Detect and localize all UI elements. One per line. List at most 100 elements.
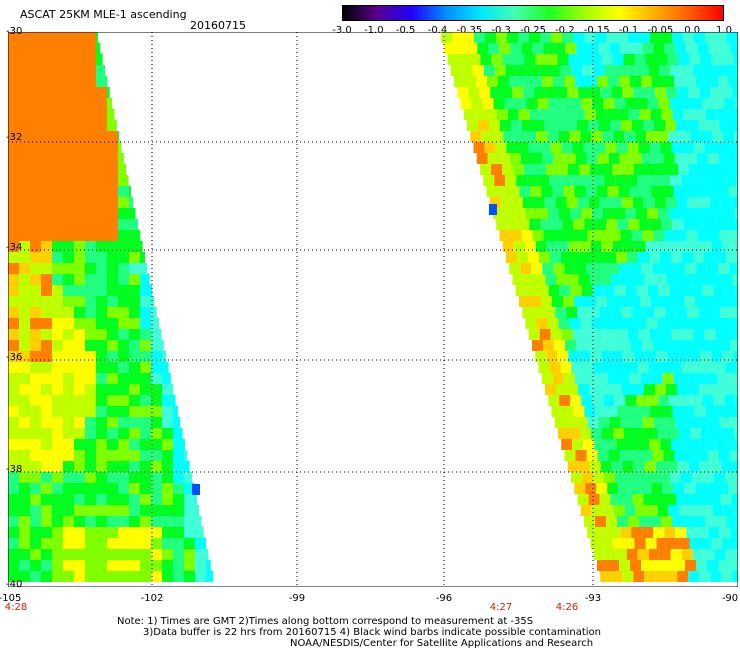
swath-cell	[85, 76, 96, 87]
swath-cell	[503, 131, 515, 142]
swath-cell	[41, 395, 52, 406]
swath-cell	[526, 285, 538, 296]
swath-cell	[74, 285, 85, 296]
swath-cell	[607, 483, 619, 494]
swath-cell	[538, 65, 550, 76]
swath-cell	[52, 252, 63, 263]
swath-cell	[732, 384, 738, 395]
swath-cell	[96, 219, 107, 230]
swath-cell	[604, 65, 616, 76]
swath-cell	[680, 395, 692, 406]
swath-cell	[85, 472, 96, 483]
swath-cell	[637, 549, 649, 560]
lon-label-96: -96	[435, 593, 453, 604]
swath-cell	[19, 252, 30, 263]
swath-cell	[718, 153, 730, 164]
swath-cell	[724, 98, 736, 109]
swath-cell	[659, 175, 671, 186]
swath-cell	[473, 142, 485, 153]
swath-cell	[604, 175, 616, 186]
swath-cell	[602, 131, 614, 142]
swath-cell	[8, 384, 19, 395]
swath-cell	[63, 120, 74, 131]
swath-cell	[703, 362, 715, 373]
swath-cell	[74, 527, 85, 538]
swath-cell	[690, 318, 702, 329]
swath-cell	[140, 483, 151, 494]
swath-cell	[85, 241, 96, 252]
swath-cell	[599, 197, 611, 208]
swath-cell	[41, 549, 52, 560]
swath-cell	[129, 263, 140, 274]
swath-cell	[118, 505, 129, 516]
swath-cell	[63, 164, 74, 175]
swath-cell	[63, 384, 74, 395]
swath-cell	[96, 373, 107, 384]
swath-cell	[96, 54, 103, 65]
swath-cell	[652, 153, 664, 164]
swath-cell	[615, 175, 627, 186]
swath-cell	[689, 351, 701, 362]
swath-cell	[572, 252, 583, 263]
swath-cell	[455, 43, 467, 54]
swath-cell	[569, 131, 581, 142]
swath-cell	[620, 527, 632, 538]
swath-cell	[52, 208, 63, 219]
swath-cell	[8, 54, 19, 65]
swath-cell	[730, 230, 738, 241]
swath-cell	[663, 560, 674, 571]
swath-cell	[52, 439, 63, 450]
swath-cell	[706, 483, 718, 494]
swath-cell	[550, 142, 562, 153]
swath-cell	[74, 351, 85, 362]
swath-cell	[695, 483, 707, 494]
swath-cell	[118, 230, 129, 241]
swath-cell	[63, 527, 74, 538]
swath-cell	[151, 527, 162, 538]
swath-cell	[140, 505, 151, 516]
swath-cell	[653, 340, 664, 351]
swath-cell	[74, 505, 85, 516]
swath-cell	[96, 153, 107, 164]
swath-cell	[714, 362, 726, 373]
swath-cell	[611, 461, 623, 472]
swath-cell	[615, 549, 627, 560]
swath-cell	[608, 560, 619, 571]
swath-cell	[41, 362, 52, 373]
swath-cell	[591, 131, 603, 142]
swath-cell	[74, 153, 85, 164]
swath-cell	[555, 120, 566, 131]
swath-cell	[688, 461, 700, 472]
swath-cell	[195, 571, 206, 582]
swath-cell	[74, 516, 85, 527]
swath-cell	[665, 197, 677, 208]
swath-cell	[85, 527, 96, 538]
swath-cell	[540, 32, 551, 43]
swath-cell	[614, 208, 625, 219]
swath-cell	[629, 296, 640, 307]
swath-cell	[601, 241, 613, 252]
swath-cell	[30, 32, 41, 43]
swath-cell	[173, 527, 184, 538]
swath-cell	[682, 329, 694, 340]
swath-cell	[716, 32, 727, 43]
swath-cell	[107, 417, 118, 428]
swath-cell	[712, 131, 724, 142]
swath-cell	[679, 428, 690, 439]
swath-cell	[74, 87, 85, 98]
swath-cell	[698, 494, 710, 505]
swath-cell	[19, 186, 30, 197]
swath-cell	[559, 98, 571, 109]
swath-cell	[727, 219, 738, 230]
swath-cell	[613, 505, 625, 516]
swath-cell	[19, 54, 30, 65]
swath-cell	[638, 329, 650, 340]
swath-cell	[602, 318, 614, 329]
swath-cell	[524, 164, 535, 175]
swath-cell	[173, 395, 176, 406]
swath-cell	[699, 384, 710, 395]
swath-cell	[702, 395, 714, 406]
swath-cell	[52, 219, 63, 230]
swath-cell	[151, 362, 162, 373]
swath-cell	[586, 450, 598, 461]
